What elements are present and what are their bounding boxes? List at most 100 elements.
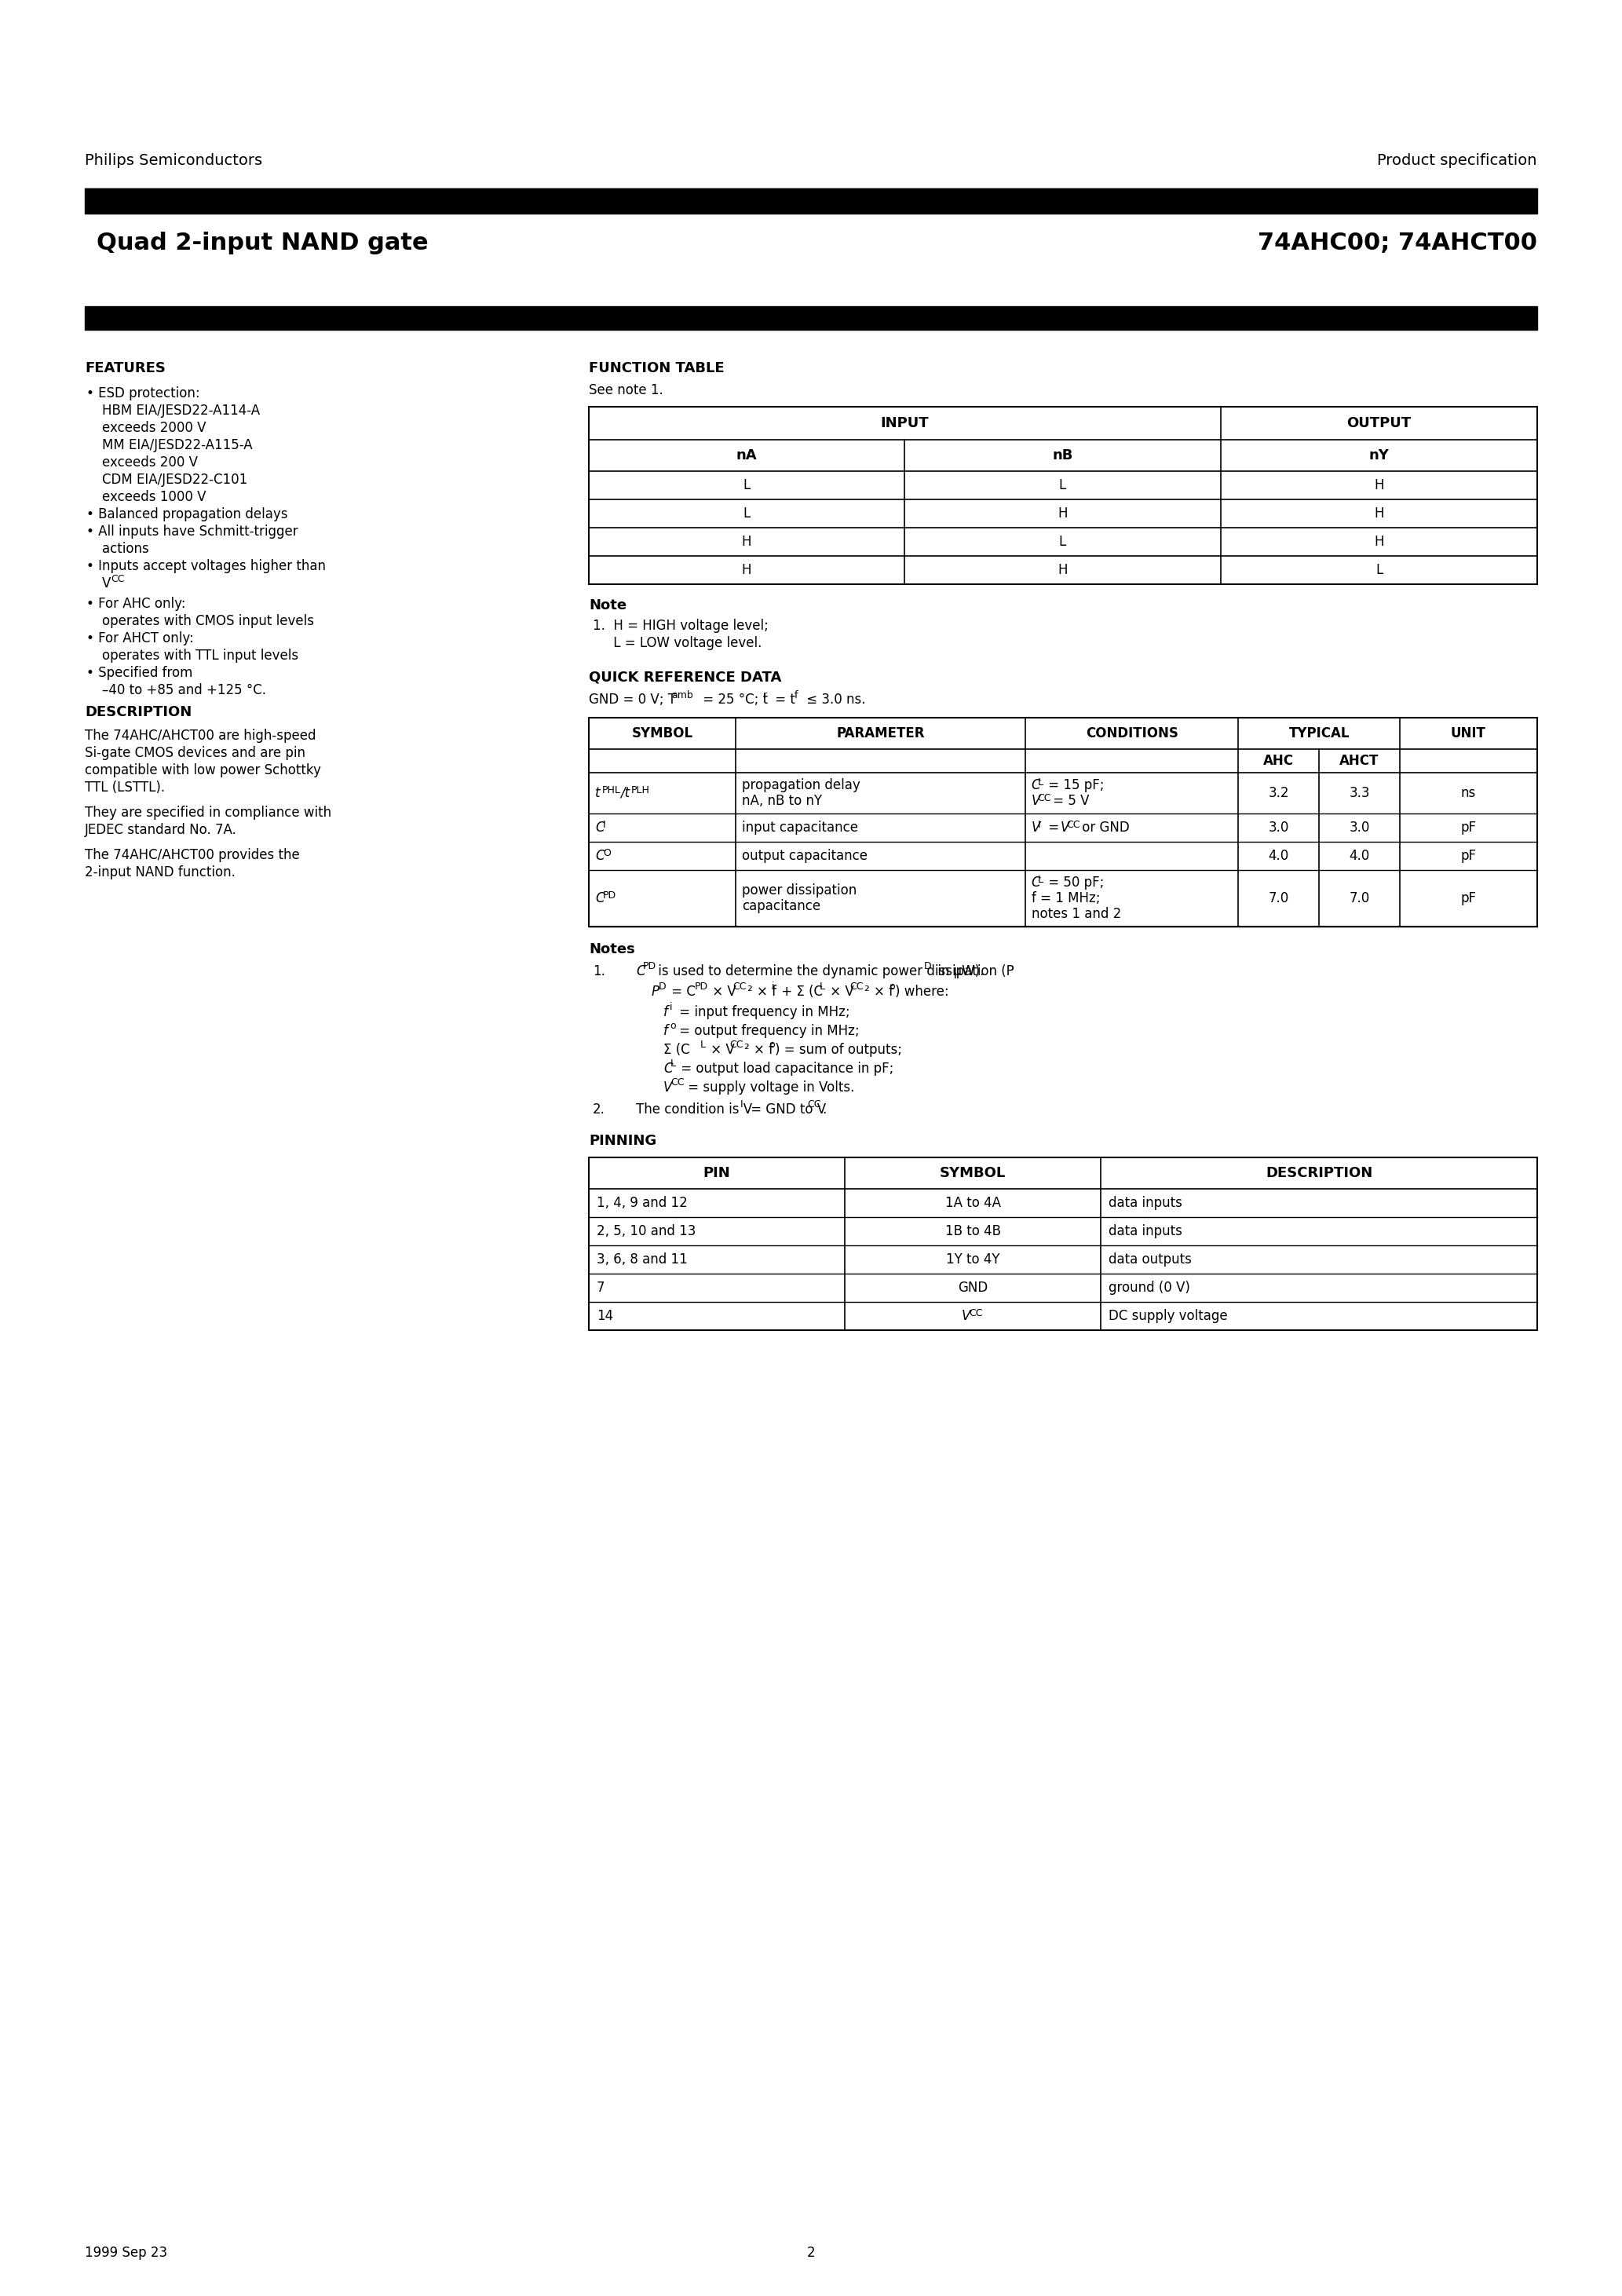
Text: Note: Note (589, 599, 626, 613)
Text: C: C (1032, 875, 1040, 889)
Text: = C: = C (667, 985, 696, 999)
Text: t: t (595, 785, 600, 799)
Text: H: H (741, 563, 751, 576)
Text: = 15 pF;: = 15 pF; (1045, 778, 1105, 792)
Text: V: V (962, 1309, 970, 1322)
Text: CC: CC (968, 1309, 983, 1318)
Text: ≤ 3.0 ns.: ≤ 3.0 ns. (803, 693, 866, 707)
Text: 1999 Sep 23: 1999 Sep 23 (84, 2245, 167, 2259)
Text: nY: nY (1369, 448, 1388, 461)
Text: L: L (1059, 535, 1066, 549)
Text: = supply voltage in Volts.: = supply voltage in Volts. (684, 1081, 855, 1095)
Text: nA, nB to nY: nA, nB to nY (743, 794, 822, 808)
Text: PD: PD (603, 891, 616, 900)
Text: D: D (659, 980, 667, 992)
Text: 3.3: 3.3 (1350, 785, 1371, 799)
Text: 4.0: 4.0 (1350, 850, 1369, 863)
Text: L: L (819, 980, 826, 992)
Text: V: V (1032, 820, 1040, 836)
Text: • ESD protection:: • ESD protection: (86, 386, 200, 400)
Text: ² × f: ² × f (748, 985, 777, 999)
Text: H: H (1374, 507, 1384, 521)
Text: = 5 V: = 5 V (1049, 794, 1088, 808)
Text: L = LOW voltage level.: L = LOW voltage level. (592, 636, 762, 650)
Text: L: L (1375, 563, 1382, 576)
Text: DC supply voltage: DC supply voltage (1109, 1309, 1228, 1322)
Text: compatible with low power Schottky: compatible with low power Schottky (84, 762, 321, 778)
Text: 1Y to 4Y: 1Y to 4Y (946, 1251, 999, 1267)
Text: PINNING: PINNING (589, 1134, 657, 1148)
Text: CDM EIA/JESD22-C101: CDM EIA/JESD22-C101 (102, 473, 248, 487)
Text: = 50 pF;: = 50 pF; (1045, 875, 1105, 889)
Text: 1.  H = HIGH voltage level;: 1. H = HIGH voltage level; (592, 618, 769, 634)
Text: =: = (1045, 820, 1062, 836)
Text: Quad 2-input NAND gate: Quad 2-input NAND gate (97, 232, 428, 255)
Text: 3.0: 3.0 (1268, 820, 1289, 836)
Text: output capacitance: output capacitance (743, 850, 868, 863)
Text: • For AHCT only:: • For AHCT only: (86, 631, 193, 645)
Text: f = 1 MHz;: f = 1 MHz; (1032, 891, 1100, 905)
Text: 7: 7 (597, 1281, 605, 1295)
Text: H: H (741, 535, 751, 549)
Text: o: o (889, 980, 895, 992)
Text: SYMBOL: SYMBOL (939, 1166, 1006, 1180)
Text: ) = sum of outputs;: ) = sum of outputs; (775, 1042, 902, 1056)
Text: i: i (772, 980, 774, 992)
Text: operates with CMOS input levels: operates with CMOS input levels (102, 613, 315, 629)
Text: JEDEC standard No. 7A.: JEDEC standard No. 7A. (84, 822, 237, 838)
Text: CC: CC (808, 1100, 821, 1109)
Text: Si-gate CMOS devices and are pin: Si-gate CMOS devices and are pin (84, 746, 305, 760)
Text: notes 1 and 2: notes 1 and 2 (1032, 907, 1121, 921)
Text: ² × f: ² × f (865, 985, 894, 999)
Text: pF: pF (1460, 820, 1476, 836)
Text: AHC: AHC (1264, 753, 1294, 767)
Text: CC: CC (850, 980, 863, 992)
Text: DESCRIPTION: DESCRIPTION (84, 705, 191, 719)
Text: 1A to 4A: 1A to 4A (946, 1196, 1001, 1210)
Text: 1.: 1. (592, 964, 605, 978)
Text: × V: × V (709, 985, 736, 999)
Text: L: L (1038, 778, 1043, 788)
Text: ) where:: ) where: (895, 985, 949, 999)
Text: PD: PD (642, 962, 657, 971)
Text: C: C (595, 891, 605, 905)
Text: 3, 6, 8 and 11: 3, 6, 8 and 11 (597, 1251, 688, 1267)
Text: SYMBOL: SYMBOL (631, 726, 693, 742)
Text: The 74AHC/AHCT00 provides the: The 74AHC/AHCT00 provides the (84, 847, 300, 863)
Text: H: H (1374, 535, 1384, 549)
Text: QUICK REFERENCE DATA: QUICK REFERENCE DATA (589, 670, 782, 684)
Text: pF: pF (1460, 891, 1476, 905)
Text: nA: nA (736, 448, 757, 461)
Text: Philips Semiconductors: Philips Semiconductors (84, 154, 263, 168)
Text: CC: CC (733, 980, 746, 992)
Text: FEATURES: FEATURES (84, 360, 165, 374)
Text: = output load capacitance in pF;: = output load capacitance in pF; (676, 1061, 894, 1077)
Text: f: f (663, 1024, 668, 1038)
Text: o: o (670, 1022, 676, 1031)
Text: 3.2: 3.2 (1268, 785, 1289, 799)
Text: × V: × V (707, 1042, 735, 1056)
Text: CC: CC (1038, 794, 1051, 804)
Text: PLH: PLH (631, 785, 650, 797)
Text: C: C (595, 850, 605, 863)
Text: H: H (1058, 507, 1067, 521)
Bar (589, 406, 1538, 583)
Text: input capacitance: input capacitance (743, 820, 858, 836)
Text: exceeds 2000 V: exceeds 2000 V (102, 420, 206, 434)
Text: C: C (636, 964, 646, 978)
Text: actions: actions (102, 542, 149, 556)
Text: The condition is V: The condition is V (636, 1102, 753, 1116)
Text: INPUT: INPUT (881, 416, 929, 429)
Text: 2: 2 (806, 2245, 816, 2259)
Text: capacitance: capacitance (743, 900, 821, 914)
Text: GND = 0 V; T: GND = 0 V; T (589, 693, 676, 707)
Text: V: V (102, 576, 110, 590)
Text: P: P (652, 985, 660, 999)
Text: L: L (743, 507, 751, 521)
Text: f: f (663, 1006, 668, 1019)
Text: 7.0: 7.0 (1350, 891, 1369, 905)
Text: FUNCTION TABLE: FUNCTION TABLE (589, 360, 725, 374)
Text: V: V (1032, 794, 1040, 808)
Text: data inputs: data inputs (1109, 1224, 1182, 1238)
Text: amb: amb (672, 691, 693, 700)
